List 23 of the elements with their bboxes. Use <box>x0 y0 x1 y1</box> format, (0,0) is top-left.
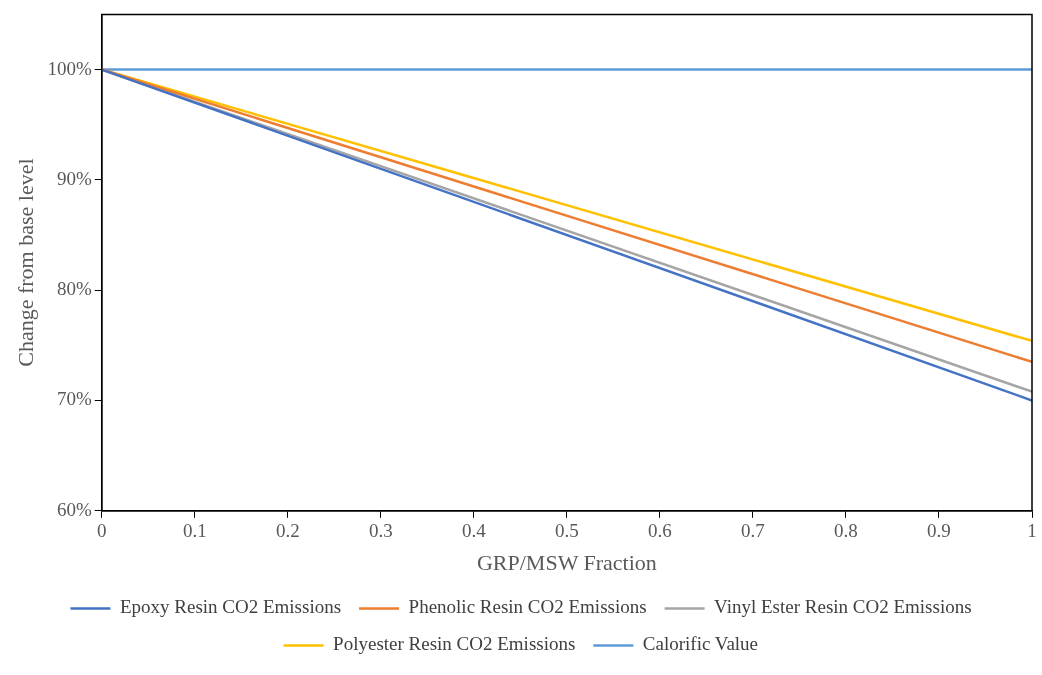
y-axis-title: Change from base level <box>12 158 38 367</box>
x-tick-label: 0.4 <box>461 520 487 542</box>
legend-label: Polyester Resin CO2 Emissions <box>333 633 576 655</box>
x-tick-label: 0.2 <box>275 520 300 542</box>
legend-label: Calorific Value <box>642 633 759 655</box>
x-axis-title: GRP/MSW Fraction <box>476 549 657 575</box>
y-tick-label: 80% <box>56 278 92 300</box>
x-tick-label: 0.7 <box>741 520 765 542</box>
x-tick-label: 0.6 <box>648 520 672 542</box>
y-tick-label: 100% <box>47 57 92 79</box>
x-tick-label: 1 <box>1027 520 1037 542</box>
x-tick-label: 0.1 <box>182 520 207 542</box>
legend-label: Vinyl Ester Resin CO2 Emissions <box>714 596 972 618</box>
y-tick-label: 60% <box>56 498 92 520</box>
x-tick-label: 0.8 <box>834 520 858 542</box>
y-tick-label: 90% <box>56 167 92 189</box>
legend-label: Epoxy Resin CO2 Emissions <box>119 596 342 618</box>
x-tick-label: 0.5 <box>554 520 579 542</box>
x-tick-label: 0.3 <box>368 520 393 542</box>
x-tick-label: 0.9 <box>927 520 951 542</box>
y-tick-label: 70% <box>56 388 92 410</box>
x-tick-label: 0 <box>96 520 107 542</box>
legend-label: Phenolic Resin CO2 Emissions <box>408 596 647 618</box>
